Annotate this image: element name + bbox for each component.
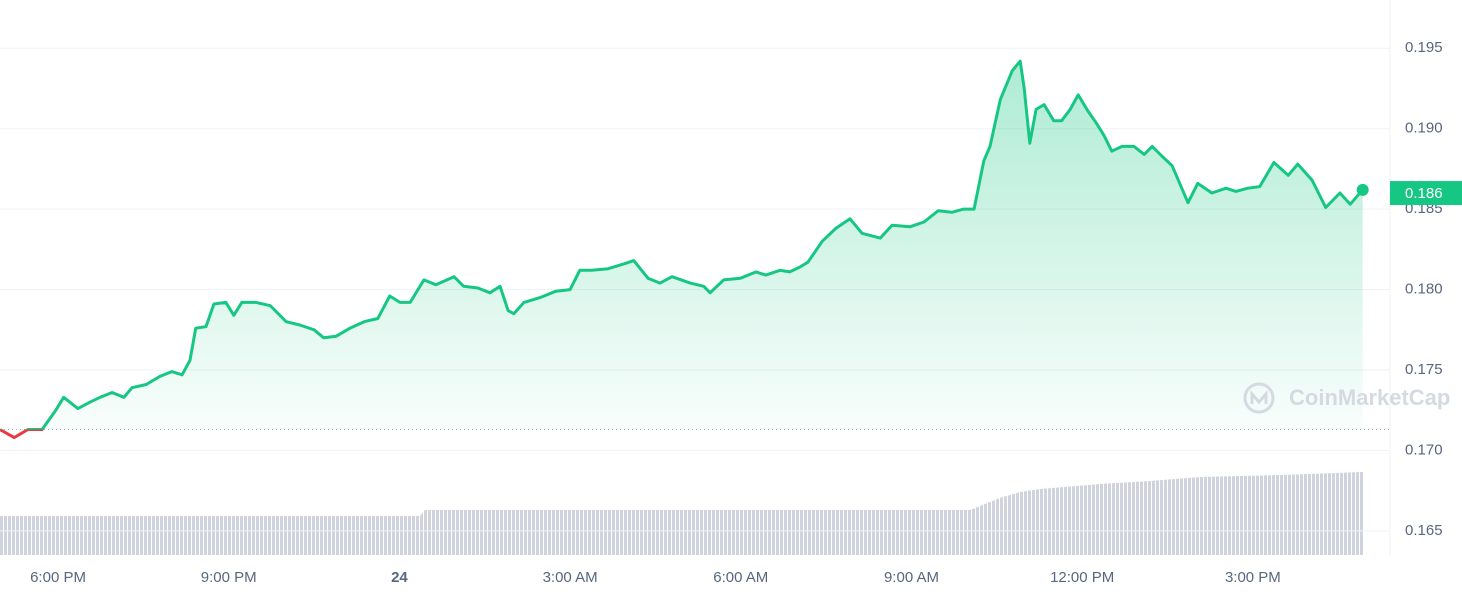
x-tick-label: 24 [391,569,408,586]
watermark-text: CoinMarketCap [1289,385,1450,410]
y-tick-label: 0.190 [1405,120,1443,137]
x-tick-label: 3:00 AM [543,569,598,586]
price-area [0,61,1363,430]
y-tick-label: 0.165 [1405,522,1443,539]
y-tick-label: 0.175 [1405,361,1443,378]
x-tick-label: 6:00 PM [30,569,86,586]
y-tick-label: 0.195 [1405,39,1443,56]
watermark-logo [1243,382,1275,414]
watermark: CoinMarketCap [1243,382,1450,414]
x-tick-label: 6:00 AM [713,569,768,586]
price-line [0,59,1364,440]
price-badge-label: 0.186 [1405,185,1443,202]
x-tick-label: 9:00 PM [201,569,257,586]
x-tick-label: 9:00 AM [884,569,939,586]
y-tick-label: 0.170 [1405,441,1443,458]
watermark-logo-mark [1250,390,1268,405]
y-tick-label: 0.180 [1405,281,1443,298]
x-tick-label: 3:00 PM [1225,569,1281,586]
price-badge [1390,181,1462,206]
end-dot [1356,183,1369,196]
x-tick-label: 12:00 PM [1050,569,1114,586]
volume-bars [0,472,1363,555]
